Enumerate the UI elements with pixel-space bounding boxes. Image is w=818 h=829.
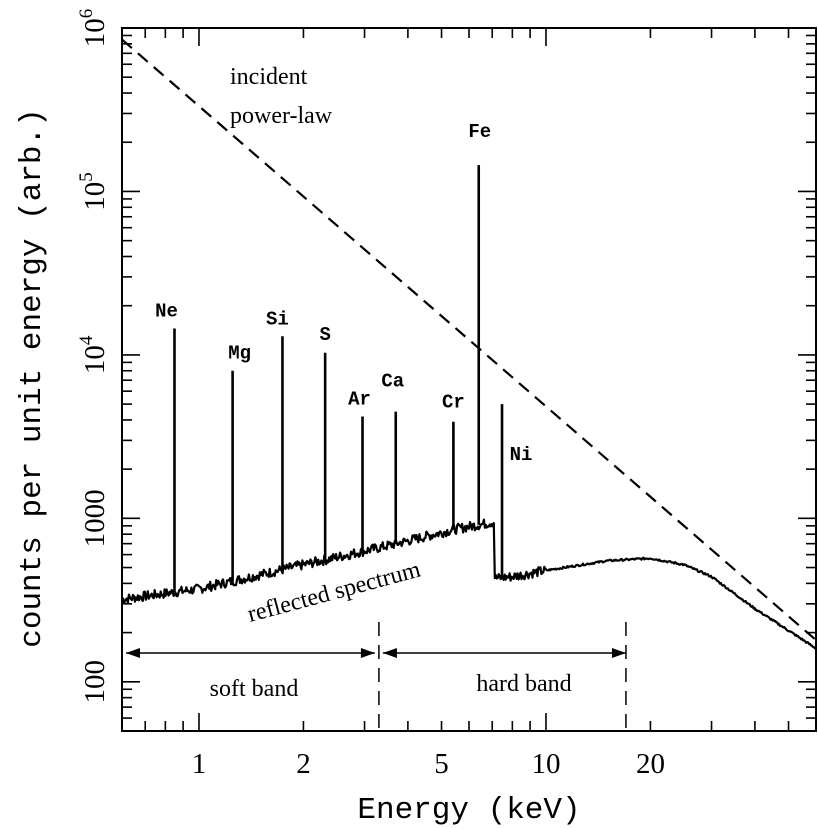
soft-band-left-arrowhead [126,648,140,658]
hard-band-label: hard band [476,671,571,697]
element-label-cr: Cr [442,392,465,414]
incident-power-law-curve [121,38,817,641]
y-axis-title: counts per unit energy (arb.) [15,108,50,648]
reflected-label: reflected spectrum [245,557,424,628]
y-tick-label: 1000 [79,489,111,547]
soft-band-right-arrowhead [360,648,375,658]
x-tick-label: 2 [296,748,311,780]
emission-lines [173,165,504,593]
x-axis-title: Energy (keV) [357,793,580,828]
element-labels: Ne Mg Si S Ar Ca Cr Fe Ni [155,121,532,466]
y-tick-label: 104 [76,335,111,374]
x-tick-label: 5 [434,748,449,780]
y-tick-label: 105 [76,172,111,211]
element-label-ca: Ca [381,371,404,393]
axis-ticks: 1 2 5 10 20 100 1000 104 105 106 [76,9,817,780]
x-tick-label: 20 [636,748,665,780]
element-label-s: S [319,324,330,346]
y-tick-label: 100 [79,660,111,704]
element-label-ne: Ne [155,301,178,323]
x-tick-label: 10 [531,748,560,780]
element-label-ni: Ni [510,444,533,466]
soft-band-label: soft band [210,676,299,702]
element-label-fe: Fe [468,121,491,143]
reflected-spectrum-curve [121,518,817,650]
hard-band-right-arrowhead [611,648,626,658]
element-label-mg: Mg [228,343,251,365]
y-tick-label: 106 [76,9,111,48]
curves [121,38,817,650]
band-markers [126,622,627,731]
element-label-ar: Ar [348,388,371,410]
x-tick-label: 1 [192,748,207,780]
incident-label-line1: incident [230,64,308,90]
incident-label-line2: power-law [230,103,333,129]
hard-band-left-arrowhead [382,648,397,658]
element-label-si: Si [266,308,289,330]
plot-frame [121,27,817,732]
